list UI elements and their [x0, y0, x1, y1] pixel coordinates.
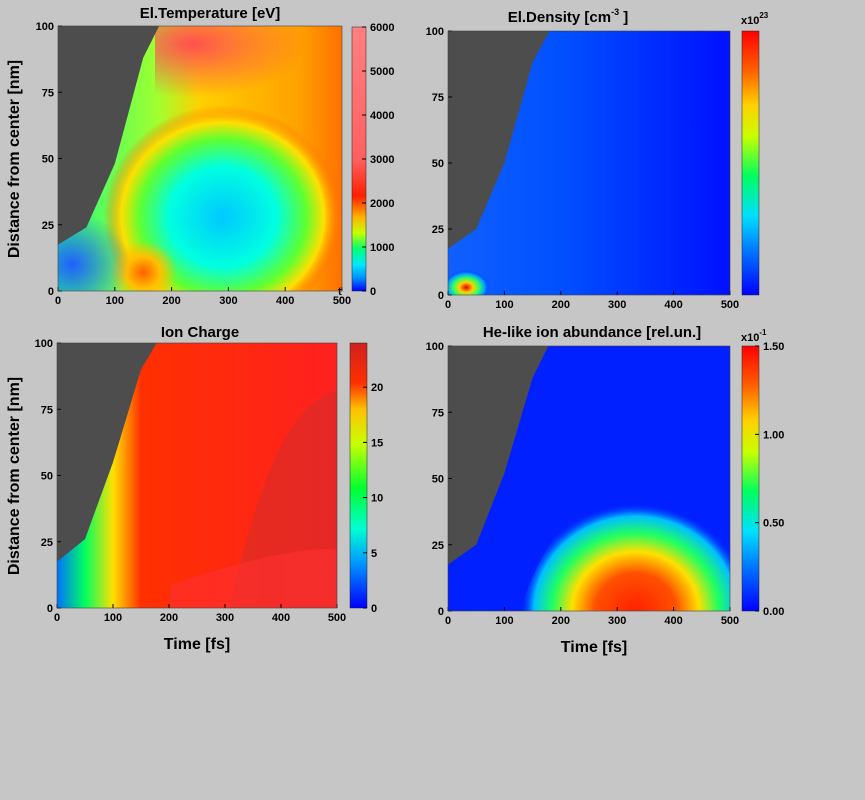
x-tick-label: 200 — [162, 295, 180, 307]
x-tick-label: 300 — [608, 615, 626, 627]
y-tick-label: 0 — [47, 603, 53, 615]
x-tick-label: 100 — [106, 295, 124, 307]
panel-electron-density: El.Density [cm-3 ] x1023 — [448, 7, 769, 296]
colorbar-tick-label: 2000 — [370, 198, 394, 210]
panel-title: Ion Charge — [161, 324, 239, 341]
x-tick-label: 0 — [445, 615, 451, 627]
colorbar-tick-label: 1000 — [370, 242, 394, 254]
extra-label: t — [338, 286, 342, 298]
colorbar-tick-label: 5 — [371, 548, 377, 560]
y-tick-label: 25 — [432, 540, 444, 552]
y-tick-label: 75 — [432, 407, 444, 419]
colorbar-tick-label: 1.00 — [763, 429, 784, 441]
colorbar-tick-label: 3000 — [370, 154, 394, 166]
y-tick-label: 25 — [432, 224, 444, 236]
panel-electron-temperature: El.Temperature [eV] t — [58, 5, 367, 298]
colorbar-tick-label: 5000 — [370, 66, 394, 78]
colorbar-tick-label: 1.50 — [763, 341, 784, 353]
colorbar-tick-label: 0 — [371, 603, 377, 615]
plot-frame — [447, 345, 731, 612]
x-tick-label: 300 — [608, 299, 626, 311]
y-tick-label: 50 — [432, 474, 444, 486]
y-tick-label: 25 — [41, 537, 53, 549]
colorbar-tick-label: 0 — [370, 286, 376, 298]
he-like-colorbar — [741, 345, 760, 612]
density-heatmap — [448, 31, 730, 295]
y-tick-label: 100 — [35, 338, 53, 350]
colorbar-tick-label: 20 — [371, 382, 383, 394]
x-tick-label: 200 — [160, 612, 178, 624]
x-axis-label-right: Time [fs] — [561, 639, 627, 656]
colorbar-exponent: x10-1 — [741, 328, 767, 344]
y-tick-label: 0 — [48, 286, 54, 298]
density-colorbar — [741, 30, 760, 296]
y-tick-label: 0 — [438, 606, 444, 618]
x-tick-label: 300 — [219, 295, 237, 307]
x-tick-label: 0 — [445, 299, 451, 311]
charge-heatmap — [57, 343, 337, 608]
panel-title: El.Temperature [eV] — [140, 5, 281, 22]
y-tick-label: 50 — [41, 471, 53, 483]
y-tick-label: 75 — [432, 92, 444, 104]
x-tick-label: 400 — [276, 295, 294, 307]
x-tick-label: 500 — [721, 615, 739, 627]
x-tick-label: 400 — [272, 612, 290, 624]
panel-title: El.Density [cm-3 ] — [508, 7, 629, 26]
charge-colorbar — [349, 342, 368, 609]
colorbar-exponent: x1023 — [741, 11, 769, 27]
he-like-heatmap — [448, 346, 730, 611]
x-tick-label: 200 — [552, 615, 570, 627]
temperature-heatmap — [58, 26, 342, 291]
x-tick-label: 300 — [216, 612, 234, 624]
x-tick-label: 100 — [495, 299, 513, 311]
panel-he-like-abundance: He-like ion abundance [rel.un.] x10-1 — [448, 324, 767, 612]
colorbar-tick-label: 6000 — [370, 22, 394, 34]
x-tick-label: 100 — [104, 612, 122, 624]
bulk-boundary-region — [57, 343, 157, 562]
x-tick-label: 100 — [495, 615, 513, 627]
x-tick-label: 500 — [328, 612, 346, 624]
x-tick-label: 400 — [664, 615, 682, 627]
y-tick-label: 100 — [36, 21, 54, 33]
x-tick-label: 500 — [333, 295, 351, 307]
x-axis-label-left: Time [fs] — [164, 636, 230, 653]
x-tick-label: 0 — [55, 295, 61, 307]
colorbar-tick-label: 4000 — [370, 110, 394, 122]
panel-title: He-like ion abundance [rel.un.] — [483, 324, 701, 341]
plot-frame — [447, 30, 731, 296]
y-tick-label: 50 — [432, 158, 444, 170]
y-tick-label: 75 — [42, 87, 54, 99]
bulk-boundary-region — [448, 31, 550, 249]
x-tick-label: 500 — [721, 299, 739, 311]
y-tick-label: 50 — [42, 154, 54, 166]
colorbar-tick-label: 0.00 — [763, 606, 784, 618]
bulk-boundary-region — [58, 26, 160, 245]
y-tick-label: 0 — [438, 290, 444, 302]
colorbar-tick-label: 10 — [371, 493, 383, 505]
colorbar-tick-label: 0.50 — [763, 518, 784, 530]
panel-ion-charge: Ion Charge — [57, 324, 368, 609]
y-axis-label-bottom: Distance from center [nm] — [6, 377, 23, 575]
y-tick-label: 100 — [426, 26, 444, 38]
x-tick-label: 0 — [54, 612, 60, 624]
x-tick-label: 400 — [664, 299, 682, 311]
axis-ticks-layer: 0 100 200 300 400 500025507510001000200030004… — [35, 21, 785, 627]
y-tick-label: 75 — [41, 404, 53, 416]
y-axis-label-top: Distance from center [nm] — [6, 60, 23, 258]
colorbar-tick-label: 15 — [371, 437, 383, 449]
x-tick-label: 200 — [552, 299, 570, 311]
y-tick-label: 100 — [426, 341, 444, 353]
plot-frame — [56, 342, 338, 609]
y-tick-label: 25 — [42, 220, 54, 232]
plot-frame — [57, 25, 343, 292]
bulk-boundary-region — [448, 346, 549, 565]
